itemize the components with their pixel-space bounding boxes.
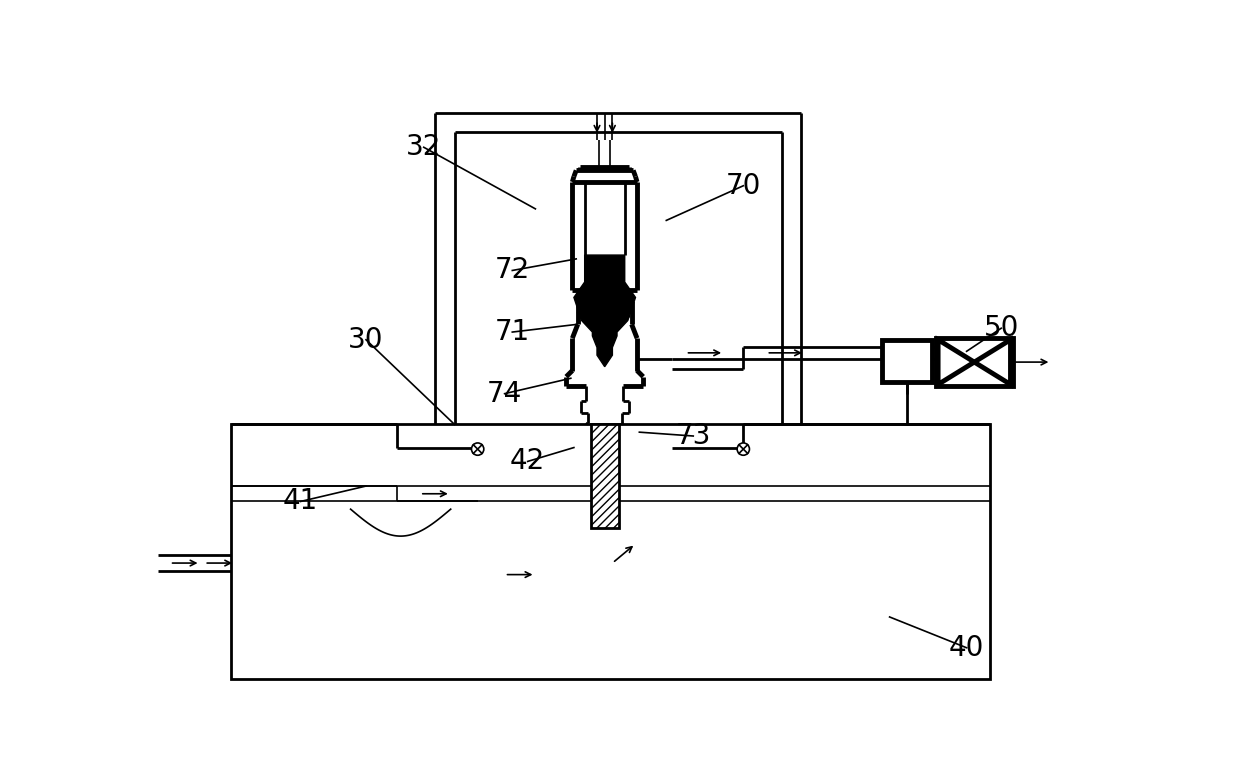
Text: 71: 71 — [495, 318, 529, 346]
Circle shape — [471, 443, 484, 455]
Text: 41: 41 — [283, 488, 319, 516]
Text: 30: 30 — [348, 326, 383, 354]
Text: 40: 40 — [949, 634, 985, 662]
Text: 32: 32 — [405, 133, 441, 161]
Text: 72: 72 — [495, 257, 529, 285]
Bar — [231, 425, 990, 678]
Bar — [936, 338, 1013, 386]
Text: 70: 70 — [725, 172, 761, 200]
Polygon shape — [574, 255, 635, 366]
Text: 42: 42 — [510, 447, 546, 475]
Text: 73: 73 — [676, 422, 711, 450]
Circle shape — [737, 443, 749, 455]
Text: 74: 74 — [487, 380, 522, 408]
Bar — [882, 340, 932, 382]
Bar — [590, 425, 619, 528]
Text: 50: 50 — [983, 314, 1019, 342]
